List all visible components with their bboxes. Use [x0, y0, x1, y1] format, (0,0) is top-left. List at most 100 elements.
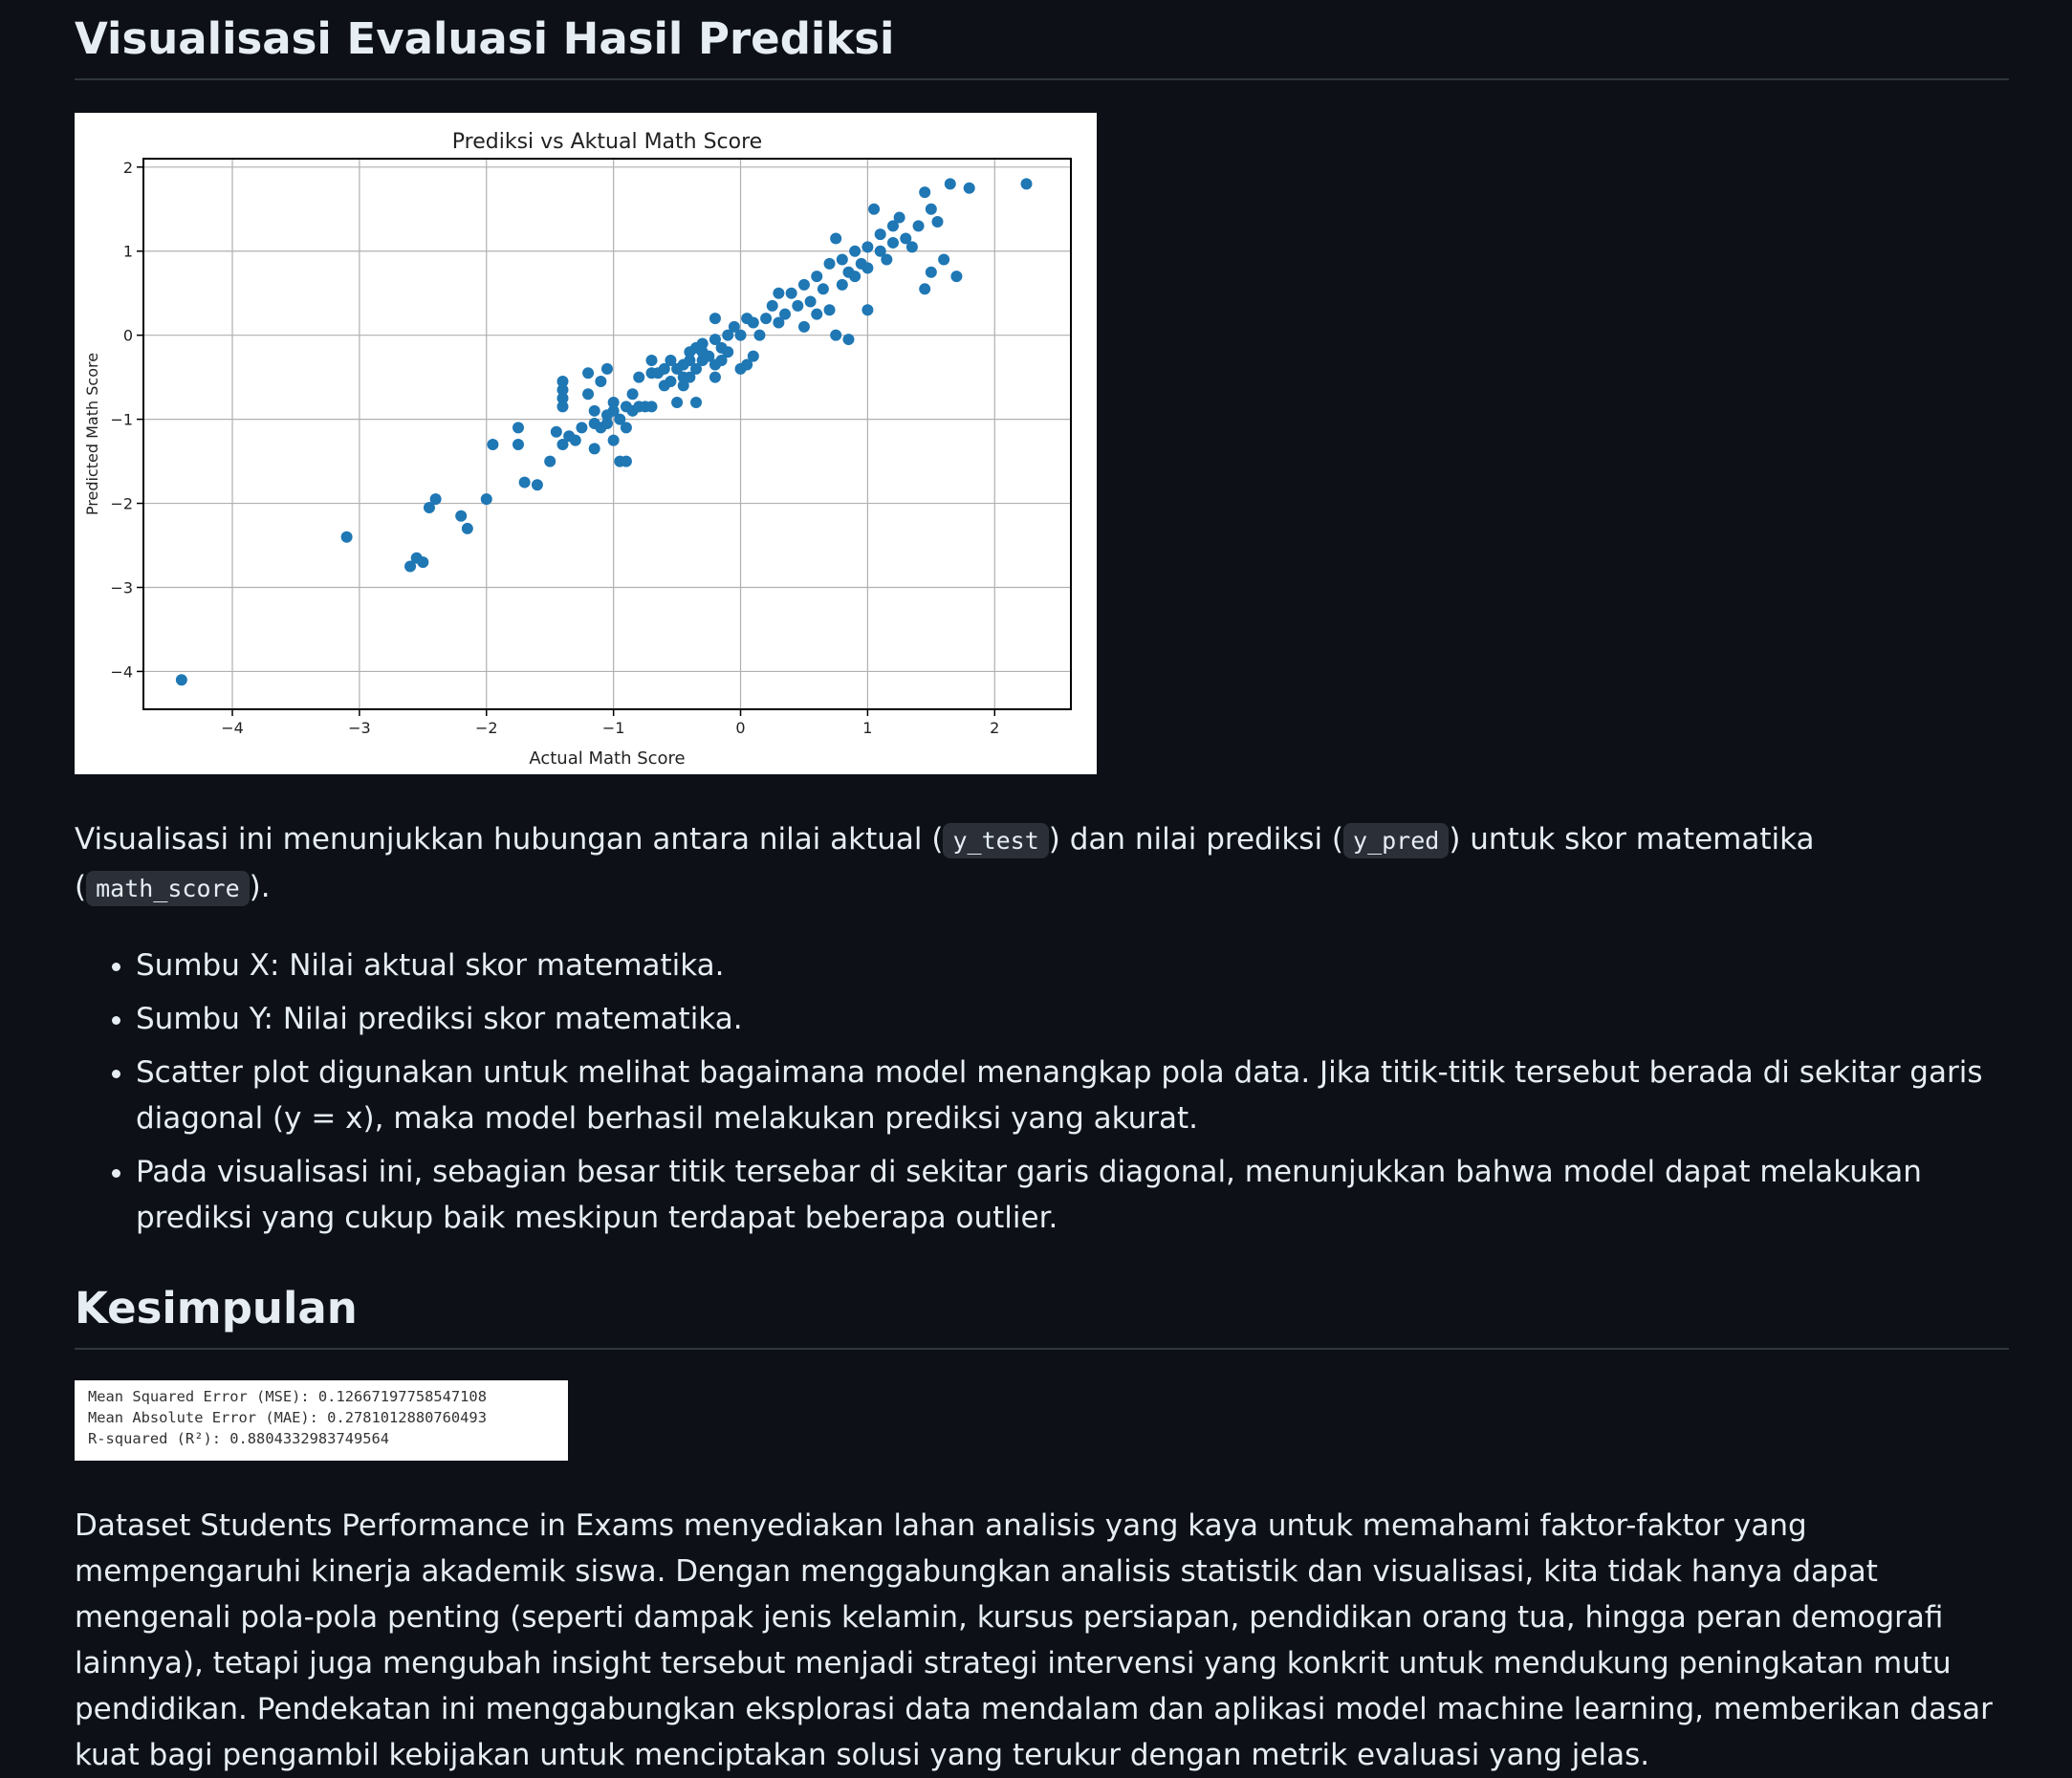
scatter-point — [728, 320, 740, 333]
scatter-point — [175, 674, 187, 686]
metric-r2: R-squared (R²): 0.8804332983749564 — [88, 1430, 390, 1447]
scatter-point — [423, 501, 435, 513]
scatter-point — [715, 355, 728, 367]
scatter-point — [677, 379, 689, 392]
scatter-point — [753, 329, 766, 341]
scatter-point — [550, 425, 562, 438]
scatter-point — [595, 376, 607, 388]
section-heading-kesimpulan: Kesimpulan — [75, 1283, 2009, 1350]
scatter-point — [747, 350, 759, 362]
scatter-point — [773, 287, 785, 299]
scatter-point — [886, 220, 899, 232]
scatter-point — [709, 334, 721, 346]
scatter-point — [665, 355, 677, 367]
scatter-point — [849, 245, 862, 257]
chart-y-axis-label: Predicted Math Score — [83, 353, 101, 515]
x-tick-label: 1 — [862, 719, 872, 737]
scatter-point — [950, 271, 963, 283]
scatter-point — [779, 308, 792, 320]
scatter-point — [576, 422, 588, 434]
scatter-point — [849, 271, 862, 283]
scatter-chart: −4 −3 −2 −1 0 1 2 −4 −3 −2 −1 0 1 2 Prediksi vs Aktua… — [83, 130, 1072, 769]
scatter-point — [556, 401, 569, 413]
scatter-point — [836, 253, 848, 266]
scatter-point — [817, 283, 829, 295]
scatter-point — [645, 355, 658, 367]
scatter-point — [512, 422, 524, 434]
scatter-point — [886, 236, 899, 249]
x-tick-label: −1 — [602, 719, 625, 737]
scatter-point — [830, 329, 842, 341]
scatter-point — [747, 316, 759, 329]
scatter-point — [862, 241, 874, 253]
scatter-point — [556, 376, 569, 388]
scatter-point — [703, 350, 715, 362]
inline-code-y-test: y_test — [943, 823, 1049, 858]
scatter-point — [797, 320, 810, 333]
list-item: Pada visualisasi ini, sebagian besar tit… — [136, 1149, 2009, 1241]
inline-code-math-score: math_score — [86, 871, 250, 906]
scatter-point — [480, 493, 492, 506]
list-item: Sumbu X: Nilai aktual skor matematika. — [136, 943, 2009, 988]
section-heading-visualisasi: Visualisasi Evaluasi Hasil Prediksi — [75, 0, 2009, 80]
scatter-point — [690, 362, 703, 375]
scatter-point — [741, 358, 753, 371]
scatter-point — [925, 266, 937, 278]
scatter-point — [582, 367, 595, 379]
scatter-point — [963, 182, 975, 194]
scatter-point — [792, 299, 804, 312]
scatter-point — [773, 316, 785, 329]
scatter-point — [766, 299, 778, 312]
scatter-point — [658, 362, 670, 375]
scatter-point — [722, 346, 734, 358]
scatter-point — [487, 438, 499, 450]
scatter-point — [607, 404, 620, 417]
metrics-output-image: Mean Squared Error (MSE): 0.126671977585… — [75, 1380, 568, 1461]
desc-text-4: ). — [249, 870, 271, 904]
scatter-point — [588, 404, 600, 417]
scatter-point — [665, 376, 677, 388]
scatter-point — [862, 304, 874, 316]
desc-text-2: ) dan nilai prediksi ( — [1048, 822, 1344, 856]
scatter-point — [944, 178, 956, 190]
chart-plot-frame — [142, 158, 1072, 710]
scatter-point — [842, 334, 855, 346]
scatter-point — [811, 271, 823, 283]
scatter-point — [512, 438, 524, 450]
scatter-point — [531, 479, 543, 491]
scatter-point — [874, 228, 886, 241]
scatter-point — [607, 397, 620, 409]
scatter-point — [544, 455, 556, 467]
scatter-point — [696, 337, 709, 350]
scatter-point — [461, 522, 473, 534]
scatter-point — [709, 371, 721, 383]
scatter-point — [556, 392, 569, 404]
scatter-point — [804, 295, 817, 308]
chart-title: Prediksi vs Aktual Math Score — [452, 130, 762, 154]
scatter-point — [684, 355, 696, 367]
explanation-list: Sumbu X: Nilai aktual skor matematika. S… — [75, 943, 2009, 1241]
scatter-point — [823, 304, 836, 316]
x-tick-label: −2 — [475, 719, 498, 737]
scatter-point — [830, 232, 842, 245]
metric-mse: Mean Squared Error (MSE): 0.126671977585… — [88, 1388, 487, 1405]
x-tick-label: 2 — [990, 719, 999, 737]
y-tick-label: 1 — [123, 243, 133, 261]
scatter-point — [919, 186, 931, 199]
y-tick-label: −4 — [110, 662, 133, 681]
scatter-point — [925, 203, 937, 215]
scatter-point — [919, 283, 931, 295]
scatter-point — [905, 241, 918, 253]
scatter-point — [881, 253, 893, 266]
scatter-point — [797, 278, 810, 291]
chart-ticks: −4 −3 −2 −1 0 1 2 −4 −3 −2 −1 0 1 2 — [110, 159, 999, 737]
scatter-point — [614, 413, 626, 425]
scatter-point — [626, 388, 639, 401]
scatter-point — [429, 493, 442, 506]
scatter-point — [868, 203, 881, 215]
x-tick-label: −3 — [348, 719, 371, 737]
scatter-point — [601, 362, 613, 375]
desc-text-1: Visualisasi ini menunjukkan hubungan ant… — [75, 822, 944, 856]
scatter-chart-figure: −4 −3 −2 −1 0 1 2 −4 −3 −2 −1 0 1 2 Prediksi vs Aktua… — [75, 113, 1097, 774]
